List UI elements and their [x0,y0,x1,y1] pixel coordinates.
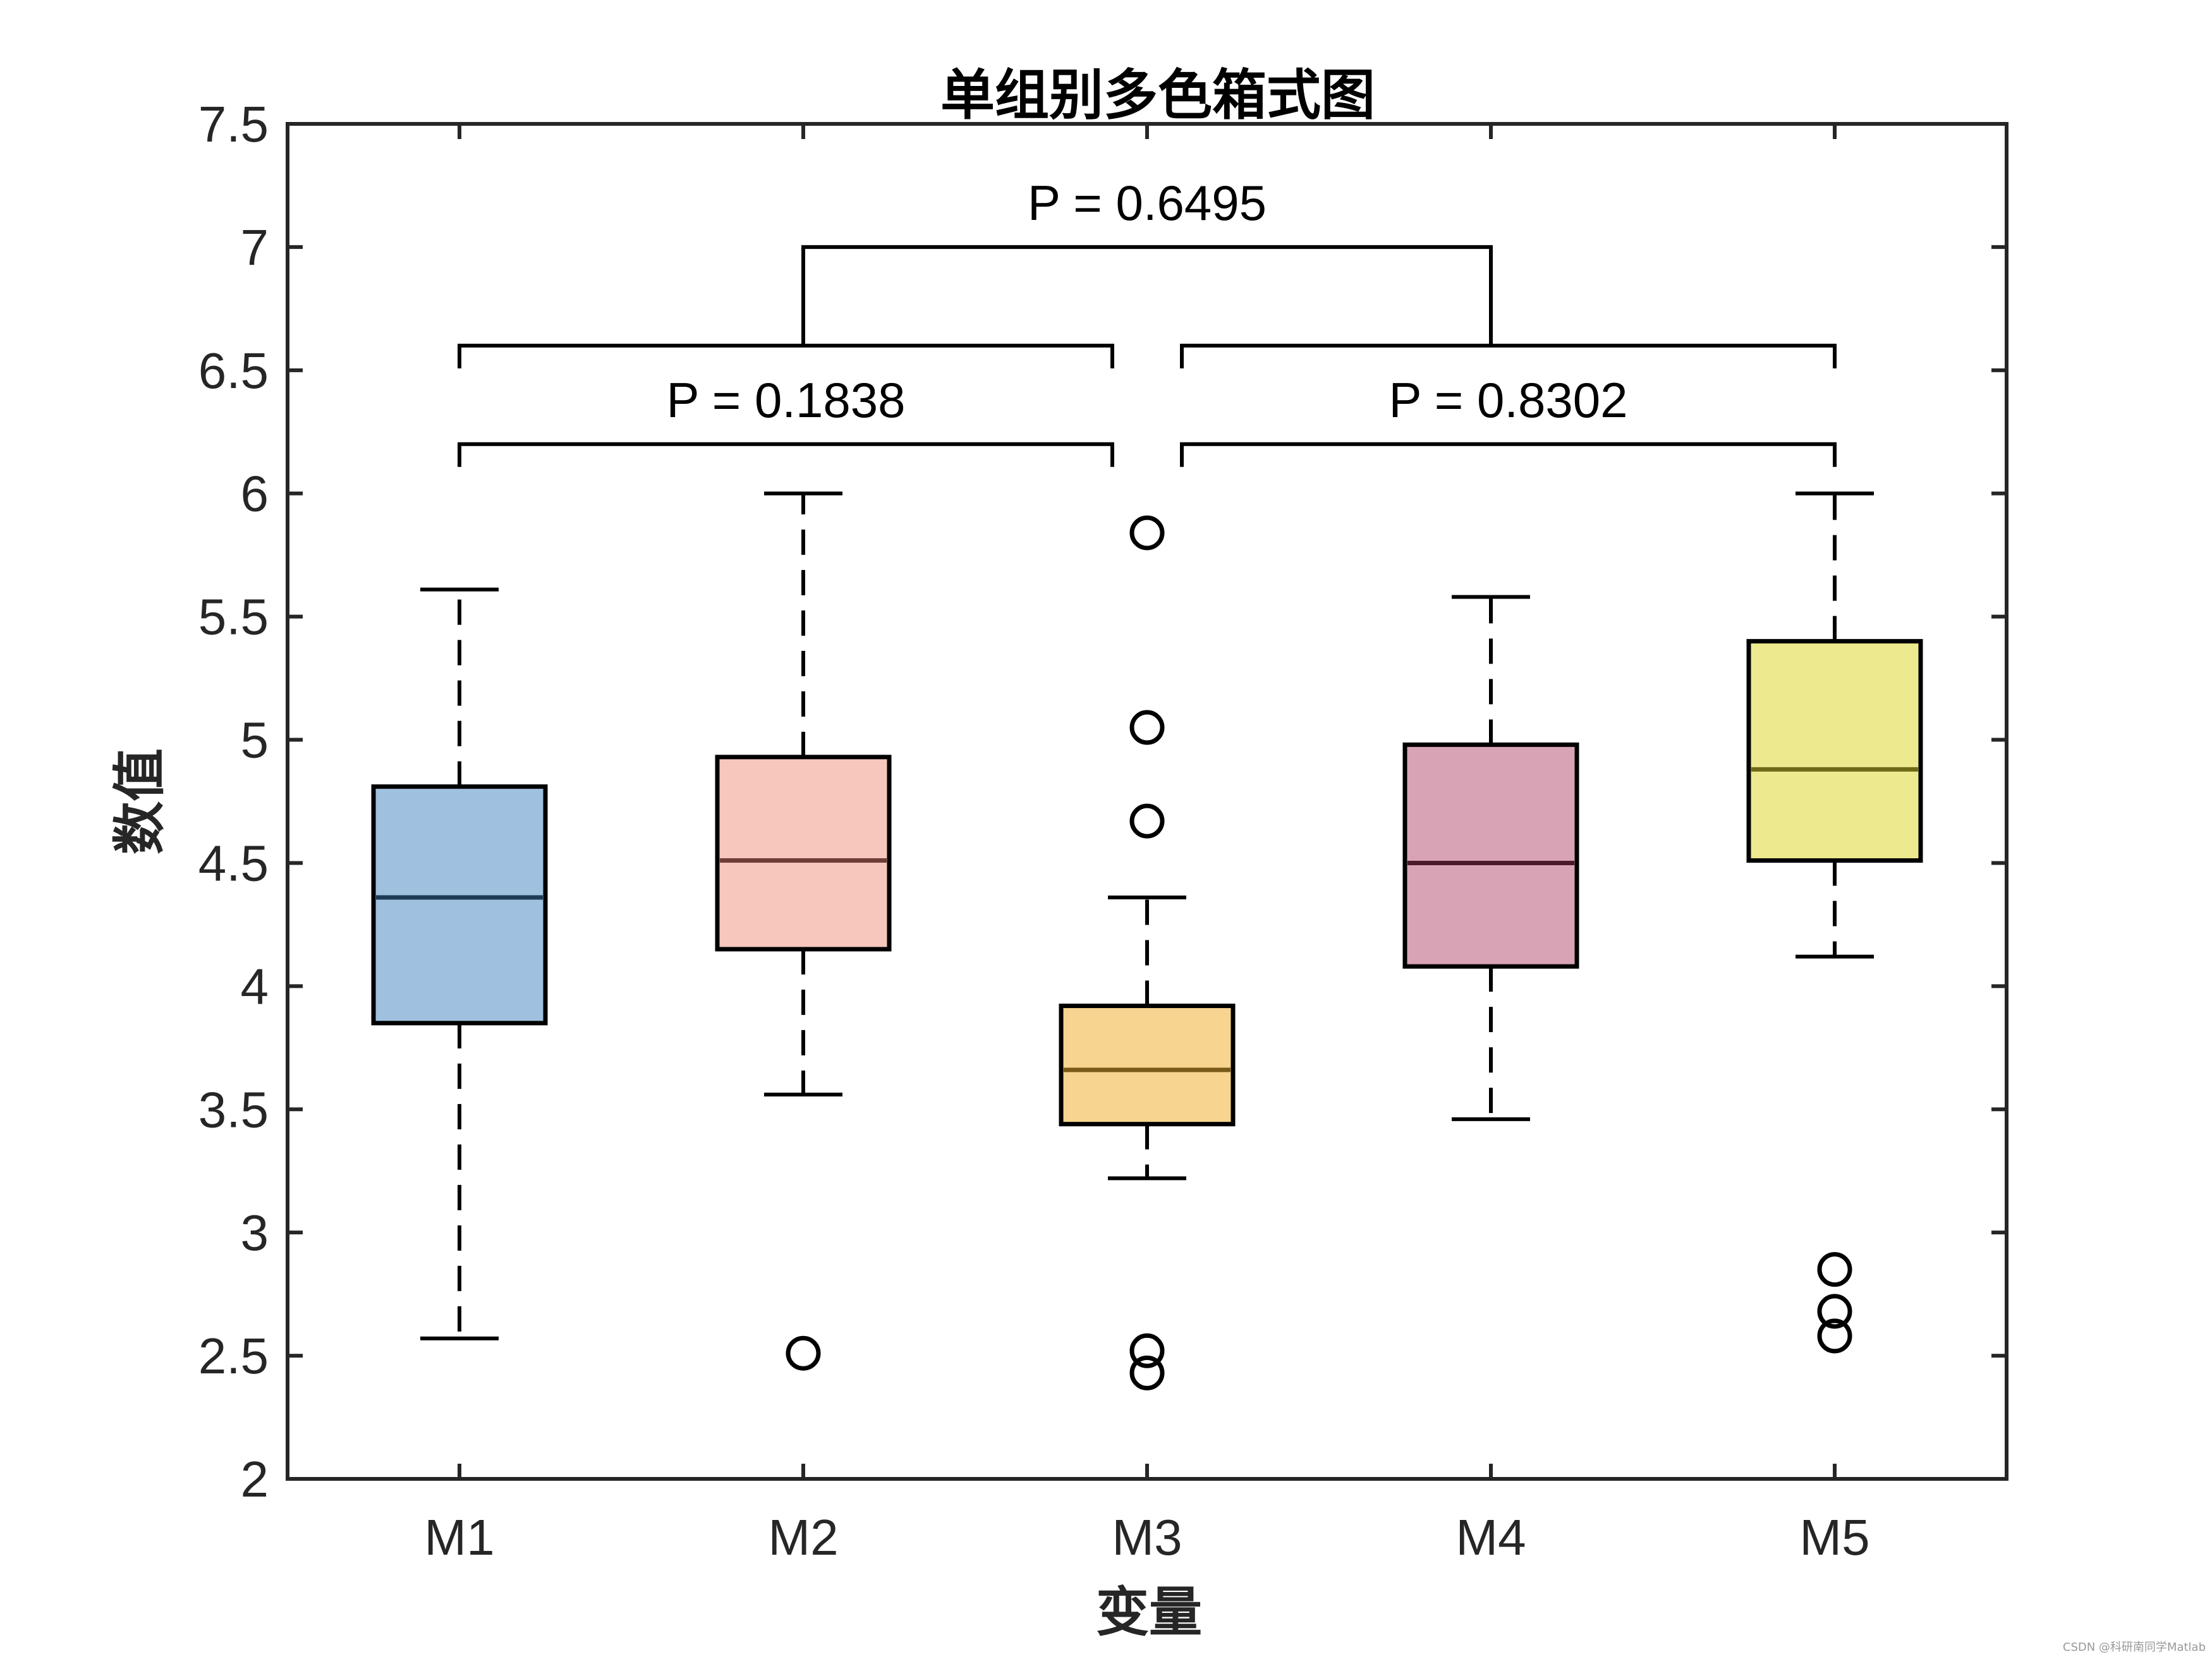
y-tick-label: 4 [241,958,269,1014]
y-tick-label: 5 [241,712,269,769]
outlier-point [1817,1252,1852,1287]
y-tick-label: 6.5 [198,343,269,399]
y-tick-label: 5.5 [198,589,269,645]
y-tick-label: 3 [241,1205,269,1261]
plot-area: P = 0.1838 P = 0.8302 P = 0.6495 [286,122,2008,1481]
outlier-point [1129,803,1165,839]
x-tick-label: M5 [1799,1509,1869,1565]
box-body [371,784,548,1026]
watermark-text: CSDN @科研南同学Matlab [2063,1641,2206,1654]
x-axis-ticks: M1 M2 M3 M4 M5 [424,124,1870,1565]
x-axis-label: 变量 [1096,1581,1202,1643]
y-axis-label: 数值 [108,748,171,854]
p-value-bracket-outer [801,245,1493,346]
p-value-bracket [458,442,1114,467]
p-value-label: P = 0.8302 [1389,372,1627,428]
y-tick-label: 4.5 [198,835,269,891]
group-bracket-right [1180,343,1837,368]
group-bracket-left [458,343,1114,368]
box-m5 [1746,491,1923,1354]
p-value-label-outer: P = 0.6495 [1028,175,1267,231]
box-body [1059,1004,1236,1127]
outlier-point [1129,1333,1165,1368]
p-value-bracket [1180,442,1837,467]
outlier-point [1129,515,1165,550]
outlier-point [1129,1355,1165,1390]
x-tick-label: M4 [1455,1509,1526,1565]
y-tick-label: 6 [241,466,269,522]
y-tick-label: 2.5 [198,1328,269,1384]
box-m1 [371,587,548,1340]
x-tick-label: M1 [424,1509,494,1565]
box-body [1402,742,1579,969]
y-tick-label: 3.5 [198,1081,269,1138]
box-m4 [1402,595,1579,1121]
outlier-point [1817,1294,1852,1329]
y-tick-label: 7 [241,219,269,276]
box-m3 [1059,515,1236,1390]
outlier-point [1129,710,1165,745]
significance-brackets: P = 0.1838 P = 0.8302 P = 0.6495 [458,175,1837,467]
y-tick-label: 2 [241,1451,269,1507]
outlier-point [786,1335,821,1371]
box-m2 [715,491,892,1371]
x-tick-label: M3 [1112,1509,1182,1565]
box-body [1746,639,1923,863]
x-tick-label: M2 [768,1509,838,1565]
box-body [715,755,892,952]
p-value-label: P = 0.1838 [666,372,905,428]
y-axis-ticks: 2 2.5 3 3.5 4 4.5 5 5.5 6 6.5 7 7.5 [198,96,2007,1507]
outlier-point [1817,1318,1852,1354]
chart-title: 单组别多色箱式图 [940,63,1375,127]
y-tick-label: 7.5 [198,96,269,152]
